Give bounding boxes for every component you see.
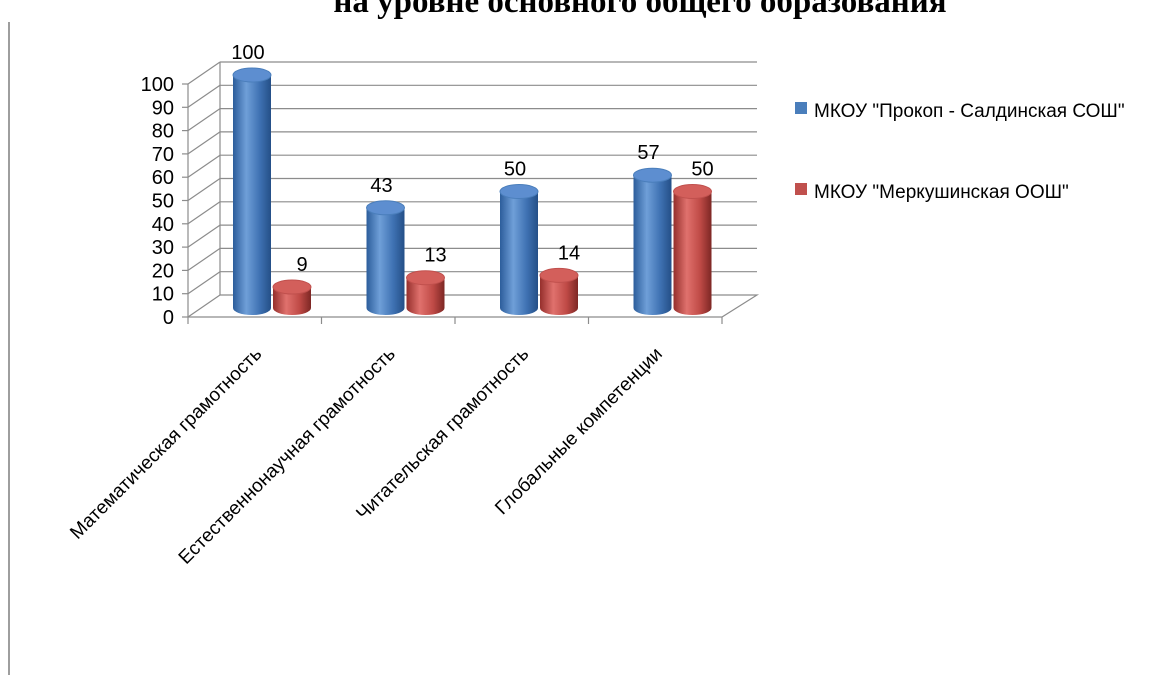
y-tick-label: 30 xyxy=(152,237,174,259)
y-tick-label: 50 xyxy=(152,191,174,213)
legend-label-series-2: МКОУ "Меркушинская ООШ" xyxy=(814,182,1069,203)
bar-series-1-cat-3 xyxy=(499,184,539,315)
y-tick-label: 60 xyxy=(152,167,174,189)
legend-swatch-series-2 xyxy=(795,183,807,195)
data-label-series-2-cat-1: 9 xyxy=(296,254,307,276)
side-wall-line xyxy=(187,178,221,201)
legend: МКОУ "Прокоп - Салдинская СОШ" МКОУ "Мер… xyxy=(795,101,1125,203)
data-labels: 100 9 43 13 50 14 57 50 xyxy=(231,42,713,276)
bar-top xyxy=(539,267,579,283)
bar-series-2-cat-3 xyxy=(539,267,579,315)
bar-top xyxy=(272,279,312,295)
data-label-series-1-cat-3: 50 xyxy=(504,159,526,181)
bar-series-2-cat-4 xyxy=(673,184,712,316)
bar-body xyxy=(633,175,672,316)
bar-series-2-cat-1 xyxy=(272,279,312,315)
side-wall-line xyxy=(187,108,221,132)
side-wall-line xyxy=(187,201,221,225)
side-wall-line xyxy=(187,294,221,318)
gridlines xyxy=(187,61,757,318)
data-label-series-2-cat-4: 50 xyxy=(691,159,713,181)
y-tick-label: 90 xyxy=(152,97,174,119)
side-wall-line xyxy=(187,154,221,178)
y-tick-label: 20 xyxy=(152,260,174,282)
side-wall-line xyxy=(187,224,221,248)
data-label-series-2-cat-3: 14 xyxy=(558,242,580,264)
bar-body xyxy=(540,275,578,315)
bar-top xyxy=(232,67,272,83)
bar-top xyxy=(633,167,672,183)
y-tick-label: 80 xyxy=(152,121,174,143)
side-wall-line xyxy=(187,84,221,108)
bar-body xyxy=(406,277,445,316)
y-tick-label: 100 xyxy=(141,74,174,96)
data-label-series-1-cat-1: 100 xyxy=(231,42,264,64)
y-tick-label: 70 xyxy=(152,144,174,166)
bar-series-1-cat-4 xyxy=(633,167,672,316)
data-label-series-1-cat-2: 43 xyxy=(370,175,392,197)
y-tick-label: 0 xyxy=(163,307,174,329)
category-label-2: Естественнонаучная грамотность xyxy=(175,344,400,569)
data-label-series-1-cat-4: 57 xyxy=(637,142,659,164)
legend-label-series-1: МКОУ "Прокоп - Салдинская СОШ" xyxy=(814,101,1125,122)
legend-swatch-series-1 xyxy=(795,102,807,114)
side-wall-line xyxy=(187,61,221,85)
bar-body xyxy=(273,287,311,315)
bar-body xyxy=(366,207,405,316)
y-tick-label: 40 xyxy=(152,214,174,236)
y-tick-label: 10 xyxy=(152,284,174,306)
bar-body xyxy=(500,191,538,315)
category-labels: Математическая грамотностьЕстественнонау… xyxy=(66,344,666,569)
data-label-series-2-cat-2: 13 xyxy=(424,245,446,267)
bar-top xyxy=(673,184,712,199)
side-wall-line xyxy=(187,131,221,155)
bars xyxy=(232,67,712,316)
side-wall-line xyxy=(187,247,221,271)
page-heading: на уровне основного общего образования xyxy=(333,0,946,20)
bar-series-1-cat-1 xyxy=(232,67,272,315)
bar-series-1-cat-2 xyxy=(366,200,405,316)
bar-top xyxy=(406,270,445,286)
axes xyxy=(182,62,760,324)
side-wall-line xyxy=(187,271,221,295)
bar-body xyxy=(673,191,712,316)
bar-top xyxy=(499,184,539,199)
bar-series-2-cat-2 xyxy=(406,270,445,316)
bar-body xyxy=(233,75,271,315)
bar-top xyxy=(366,200,405,216)
